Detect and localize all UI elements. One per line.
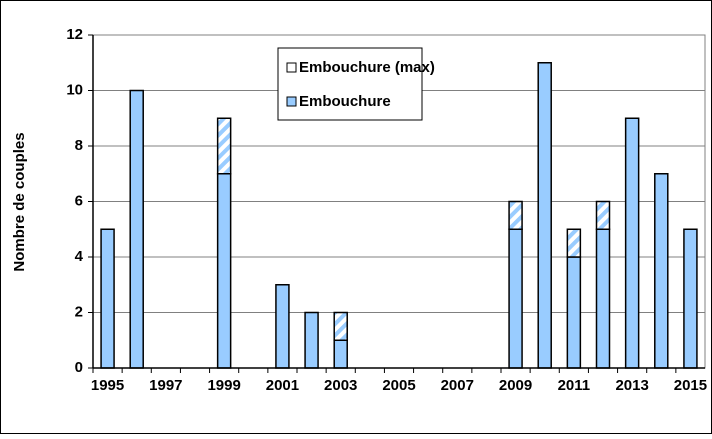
bar (566, 228, 582, 258)
bar (537, 62, 552, 369)
bar (216, 117, 232, 175)
y-tick-label: 4 (75, 248, 84, 265)
x-tick-label: 2003 (324, 377, 357, 394)
y-tick-label: 6 (75, 192, 83, 209)
bar (683, 228, 698, 369)
x-tick-label: 1997 (149, 377, 182, 394)
legend-label: Embouchure (299, 93, 391, 110)
bar (566, 256, 582, 369)
x-tick-label: 2001 (266, 377, 299, 394)
bar (275, 284, 290, 369)
bar (333, 311, 348, 341)
y-tick-label: 12 (66, 26, 83, 43)
legend-label: Embouchure (max) (299, 59, 435, 76)
legend-swatch (286, 96, 297, 107)
x-tick-label: 2013 (615, 377, 648, 394)
x-tick-label: 2011 (558, 377, 591, 394)
x-tick-label: 2015 (674, 377, 707, 394)
bar (654, 173, 669, 369)
bar (304, 311, 319, 369)
x-tick-label: 1995 (91, 377, 124, 394)
bar (129, 89, 144, 369)
bar (595, 228, 611, 369)
legend-swatch (286, 62, 297, 73)
bar (216, 173, 232, 369)
y-tick-label: 2 (75, 303, 83, 320)
bar (508, 200, 523, 230)
y-tick-label: 8 (75, 137, 83, 154)
bar (595, 200, 611, 230)
legend (277, 47, 423, 121)
x-tick-label: 2009 (499, 377, 532, 394)
y-tick-label: 10 (66, 81, 83, 98)
bar (100, 228, 115, 369)
bar (333, 339, 348, 369)
x-tick-label: 2007 (441, 377, 474, 394)
bar (508, 228, 523, 369)
x-tick-label: 2005 (382, 377, 415, 394)
y-axis-title: Nombre de couples (11, 132, 28, 271)
x-tick-label: 1999 (207, 377, 240, 394)
y-tick-label: 0 (75, 359, 83, 376)
bar (624, 117, 640, 369)
